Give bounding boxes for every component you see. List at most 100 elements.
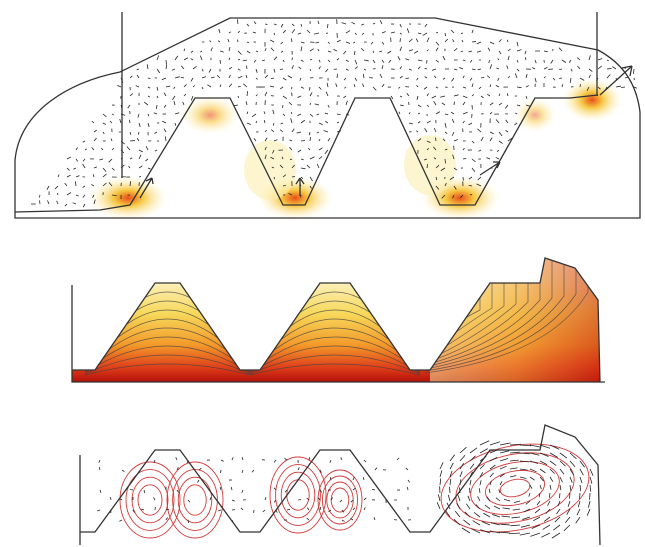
vector <box>242 457 243 460</box>
vector <box>373 60 375 63</box>
vector <box>314 33 319 34</box>
vector <box>505 105 508 108</box>
vector <box>499 532 510 533</box>
vector <box>291 38 292 42</box>
vector <box>164 93 166 96</box>
vector <box>285 458 287 460</box>
vector <box>633 69 634 74</box>
vector <box>417 85 418 87</box>
vector <box>496 85 499 87</box>
vector <box>154 113 157 114</box>
vector <box>612 67 616 69</box>
vector <box>500 451 509 453</box>
vector <box>490 442 500 445</box>
vector <box>472 168 475 172</box>
vector <box>463 102 465 105</box>
vector <box>157 87 158 91</box>
vector <box>463 520 470 525</box>
vector <box>570 78 571 83</box>
vector <box>427 93 429 96</box>
vector <box>307 30 310 33</box>
vector <box>273 123 274 126</box>
vector <box>427 49 429 51</box>
vector <box>520 477 526 478</box>
vector <box>577 66 580 69</box>
vector <box>283 96 287 99</box>
vector <box>455 511 460 517</box>
vector <box>463 60 465 61</box>
vector <box>472 69 475 70</box>
vector <box>510 468 518 469</box>
vector <box>232 500 235 501</box>
vector <box>94 138 97 141</box>
vector <box>434 128 436 132</box>
vector <box>507 65 508 69</box>
vector <box>375 468 377 470</box>
vector <box>521 525 530 527</box>
vector <box>454 48 457 51</box>
vector <box>148 78 150 79</box>
vector <box>500 524 510 525</box>
vector <box>184 94 186 96</box>
vector <box>341 457 342 460</box>
vector <box>274 24 277 25</box>
vector <box>373 23 375 24</box>
vector <box>490 64 492 69</box>
vector <box>337 114 341 115</box>
vector <box>76 195 79 196</box>
vector <box>155 150 157 151</box>
vector <box>535 60 536 63</box>
vector <box>454 519 460 525</box>
vector <box>141 509 144 510</box>
vector <box>83 159 85 161</box>
vector <box>462 40 463 42</box>
vector <box>361 24 364 25</box>
vector <box>346 42 350 43</box>
vector <box>231 487 232 490</box>
vector <box>100 490 101 493</box>
vector <box>307 165 310 168</box>
vector <box>85 149 87 150</box>
vector <box>445 132 447 134</box>
vector <box>130 76 132 78</box>
vector <box>525 57 526 60</box>
vector <box>463 112 468 114</box>
vector <box>588 501 590 508</box>
vector <box>362 84 364 87</box>
vector <box>389 60 391 63</box>
vector <box>287 509 290 510</box>
vector <box>530 445 541 447</box>
vector <box>517 50 521 51</box>
vector <box>354 51 355 55</box>
vector <box>232 457 233 460</box>
vector <box>437 502 440 509</box>
vector <box>363 74 364 78</box>
vector <box>229 75 230 78</box>
vector <box>580 477 582 483</box>
vector <box>310 103 311 105</box>
vector <box>380 20 382 24</box>
vector <box>297 96 301 98</box>
vector <box>265 130 267 132</box>
vector <box>373 51 374 53</box>
vector <box>569 493 570 499</box>
vector <box>317 132 319 133</box>
vector <box>481 96 484 98</box>
bottom-panel <box>80 425 600 545</box>
vector <box>274 69 275 73</box>
vector <box>94 167 97 168</box>
vector <box>327 24 328 28</box>
vector <box>354 84 355 87</box>
vector <box>319 156 322 159</box>
vector <box>57 201 58 204</box>
vector <box>578 501 580 507</box>
vector <box>252 114 256 117</box>
vector <box>298 150 301 152</box>
vector <box>466 504 470 509</box>
vector <box>328 60 330 62</box>
streamline <box>499 477 532 500</box>
vector <box>508 56 509 60</box>
vector <box>364 498 366 500</box>
vector <box>372 489 375 490</box>
vector <box>634 87 637 88</box>
